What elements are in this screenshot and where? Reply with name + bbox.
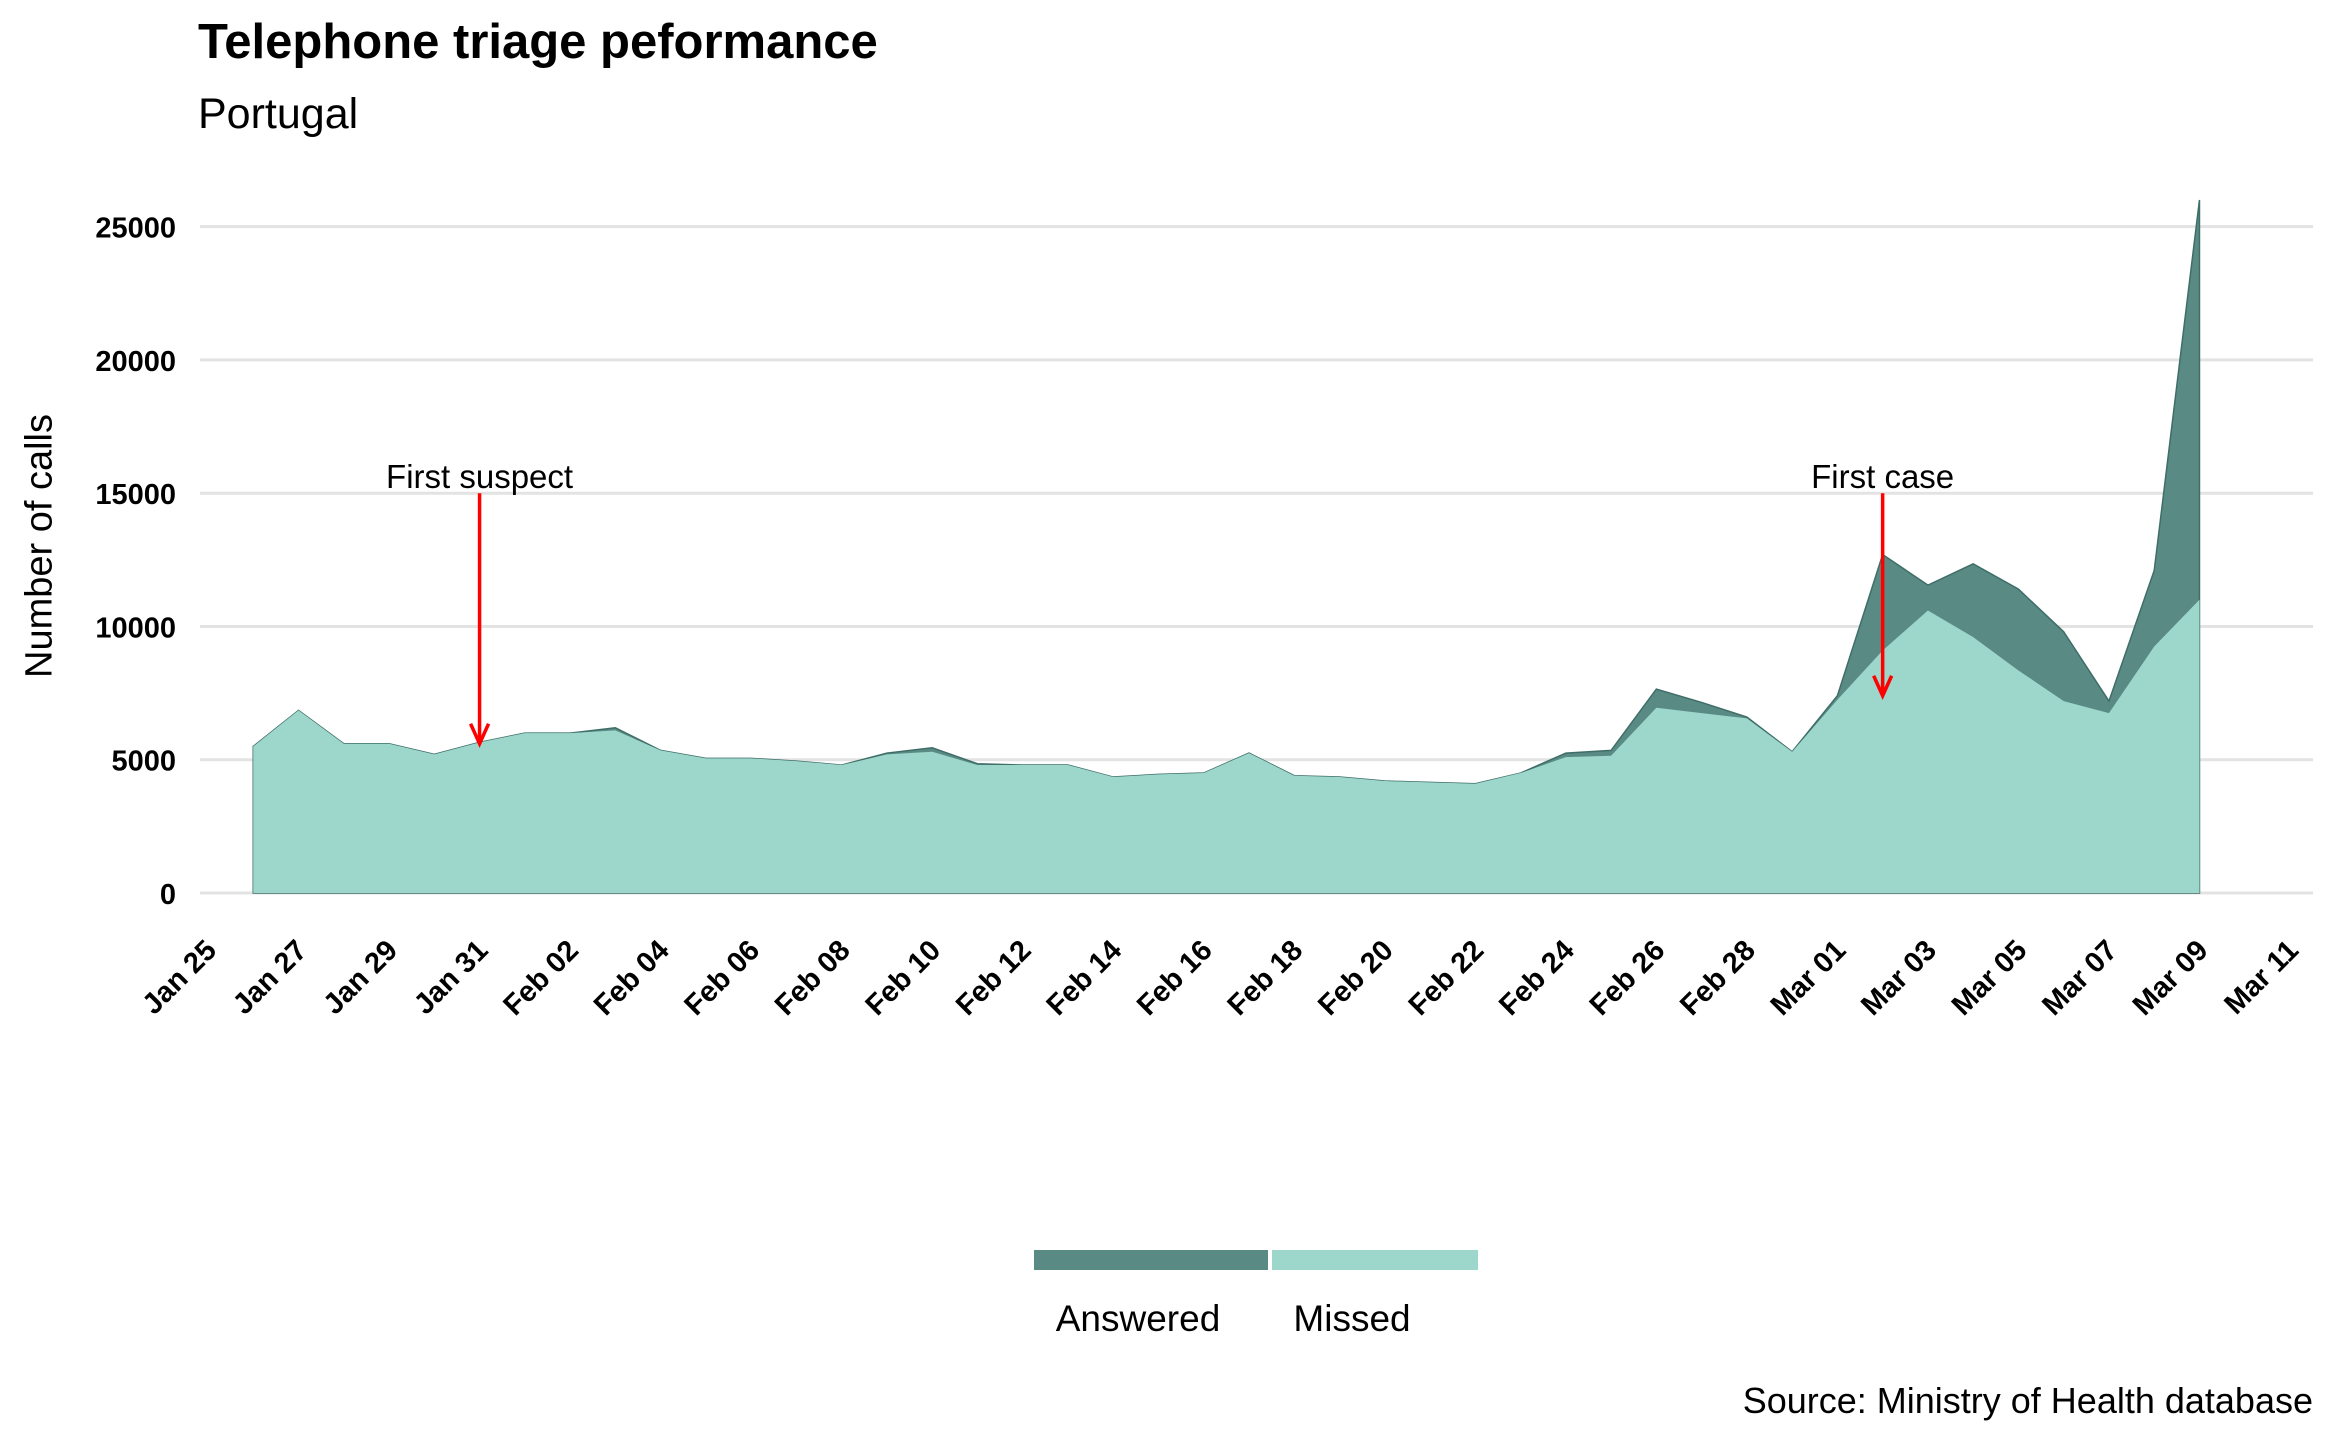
x-tick-label: Feb 06	[678, 934, 766, 1022]
x-tick-label: Mar 11	[2218, 934, 2304, 1020]
x-tick-label: Feb 24	[1493, 934, 1581, 1022]
x-tick-label: Feb 28	[1674, 934, 1762, 1022]
x-tick-label: Feb 12	[950, 934, 1038, 1022]
x-tick-label: Jan 25	[136, 934, 222, 1020]
x-tick-label: Feb 02	[497, 934, 585, 1022]
legend-swatch-missed	[1272, 1250, 1478, 1270]
annotation-arrow-head	[468, 723, 491, 749]
annotations: First suspect First case	[386, 458, 1954, 749]
x-tick-label: Mar 05	[1946, 934, 2034, 1022]
x-tick-label: Mar 01	[1765, 934, 1853, 1022]
source-caption: Source: Ministry of Health database	[1742, 1380, 2313, 1421]
x-tick-label: Mar 07	[2036, 934, 2124, 1022]
chart-subtitle: Portugal	[198, 90, 359, 138]
y-tick-label: 10000	[95, 612, 176, 644]
x-tick-label: Jan 29	[318, 934, 404, 1020]
x-tick-label: Feb 20	[1312, 934, 1400, 1022]
annotation-arrow-head	[1872, 675, 1894, 701]
legend-label-answered: Answered	[1055, 1298, 1221, 1339]
x-tick-label: Feb 26	[1584, 934, 1672, 1022]
y-tick-label: 15000	[95, 479, 176, 511]
annotation-label: First case	[1811, 458, 1954, 495]
chart-title: Telephone triage peformance	[198, 15, 878, 69]
x-tick-label: Jan 31	[408, 934, 494, 1020]
legend-label-missed: Missed	[1293, 1298, 1411, 1339]
x-tick-label: Feb 22	[1403, 934, 1491, 1022]
x-tick-label: Feb 16	[1131, 934, 1219, 1022]
x-tick-label: Jan 27	[227, 934, 313, 1020]
legend-swatch-answered	[1034, 1250, 1268, 1270]
x-tick-label: Feb 08	[769, 934, 857, 1022]
x-tick-label: Mar 09	[2127, 934, 2215, 1022]
annotation-label: First suspect	[386, 458, 573, 495]
y-tick-label: 25000	[95, 213, 176, 245]
x-tick-label: Feb 04	[588, 934, 676, 1022]
x-tick-label: Feb 18	[1222, 934, 1310, 1022]
x-tick-label: Feb 10	[860, 934, 948, 1022]
y-tick-label: 0	[160, 879, 176, 911]
y-tick-label: 20000	[95, 346, 176, 378]
area-series	[252, 199, 2201, 894]
legend-item-missed: Missed	[1272, 1250, 1478, 1339]
legend-item-answered: Answered	[1034, 1250, 1268, 1339]
area-missed	[253, 599, 2200, 893]
y-tick-label: 5000	[111, 746, 176, 778]
x-tick-label: Mar 03	[1855, 934, 1943, 1022]
x-tick-label: Feb 14	[1041, 934, 1129, 1022]
